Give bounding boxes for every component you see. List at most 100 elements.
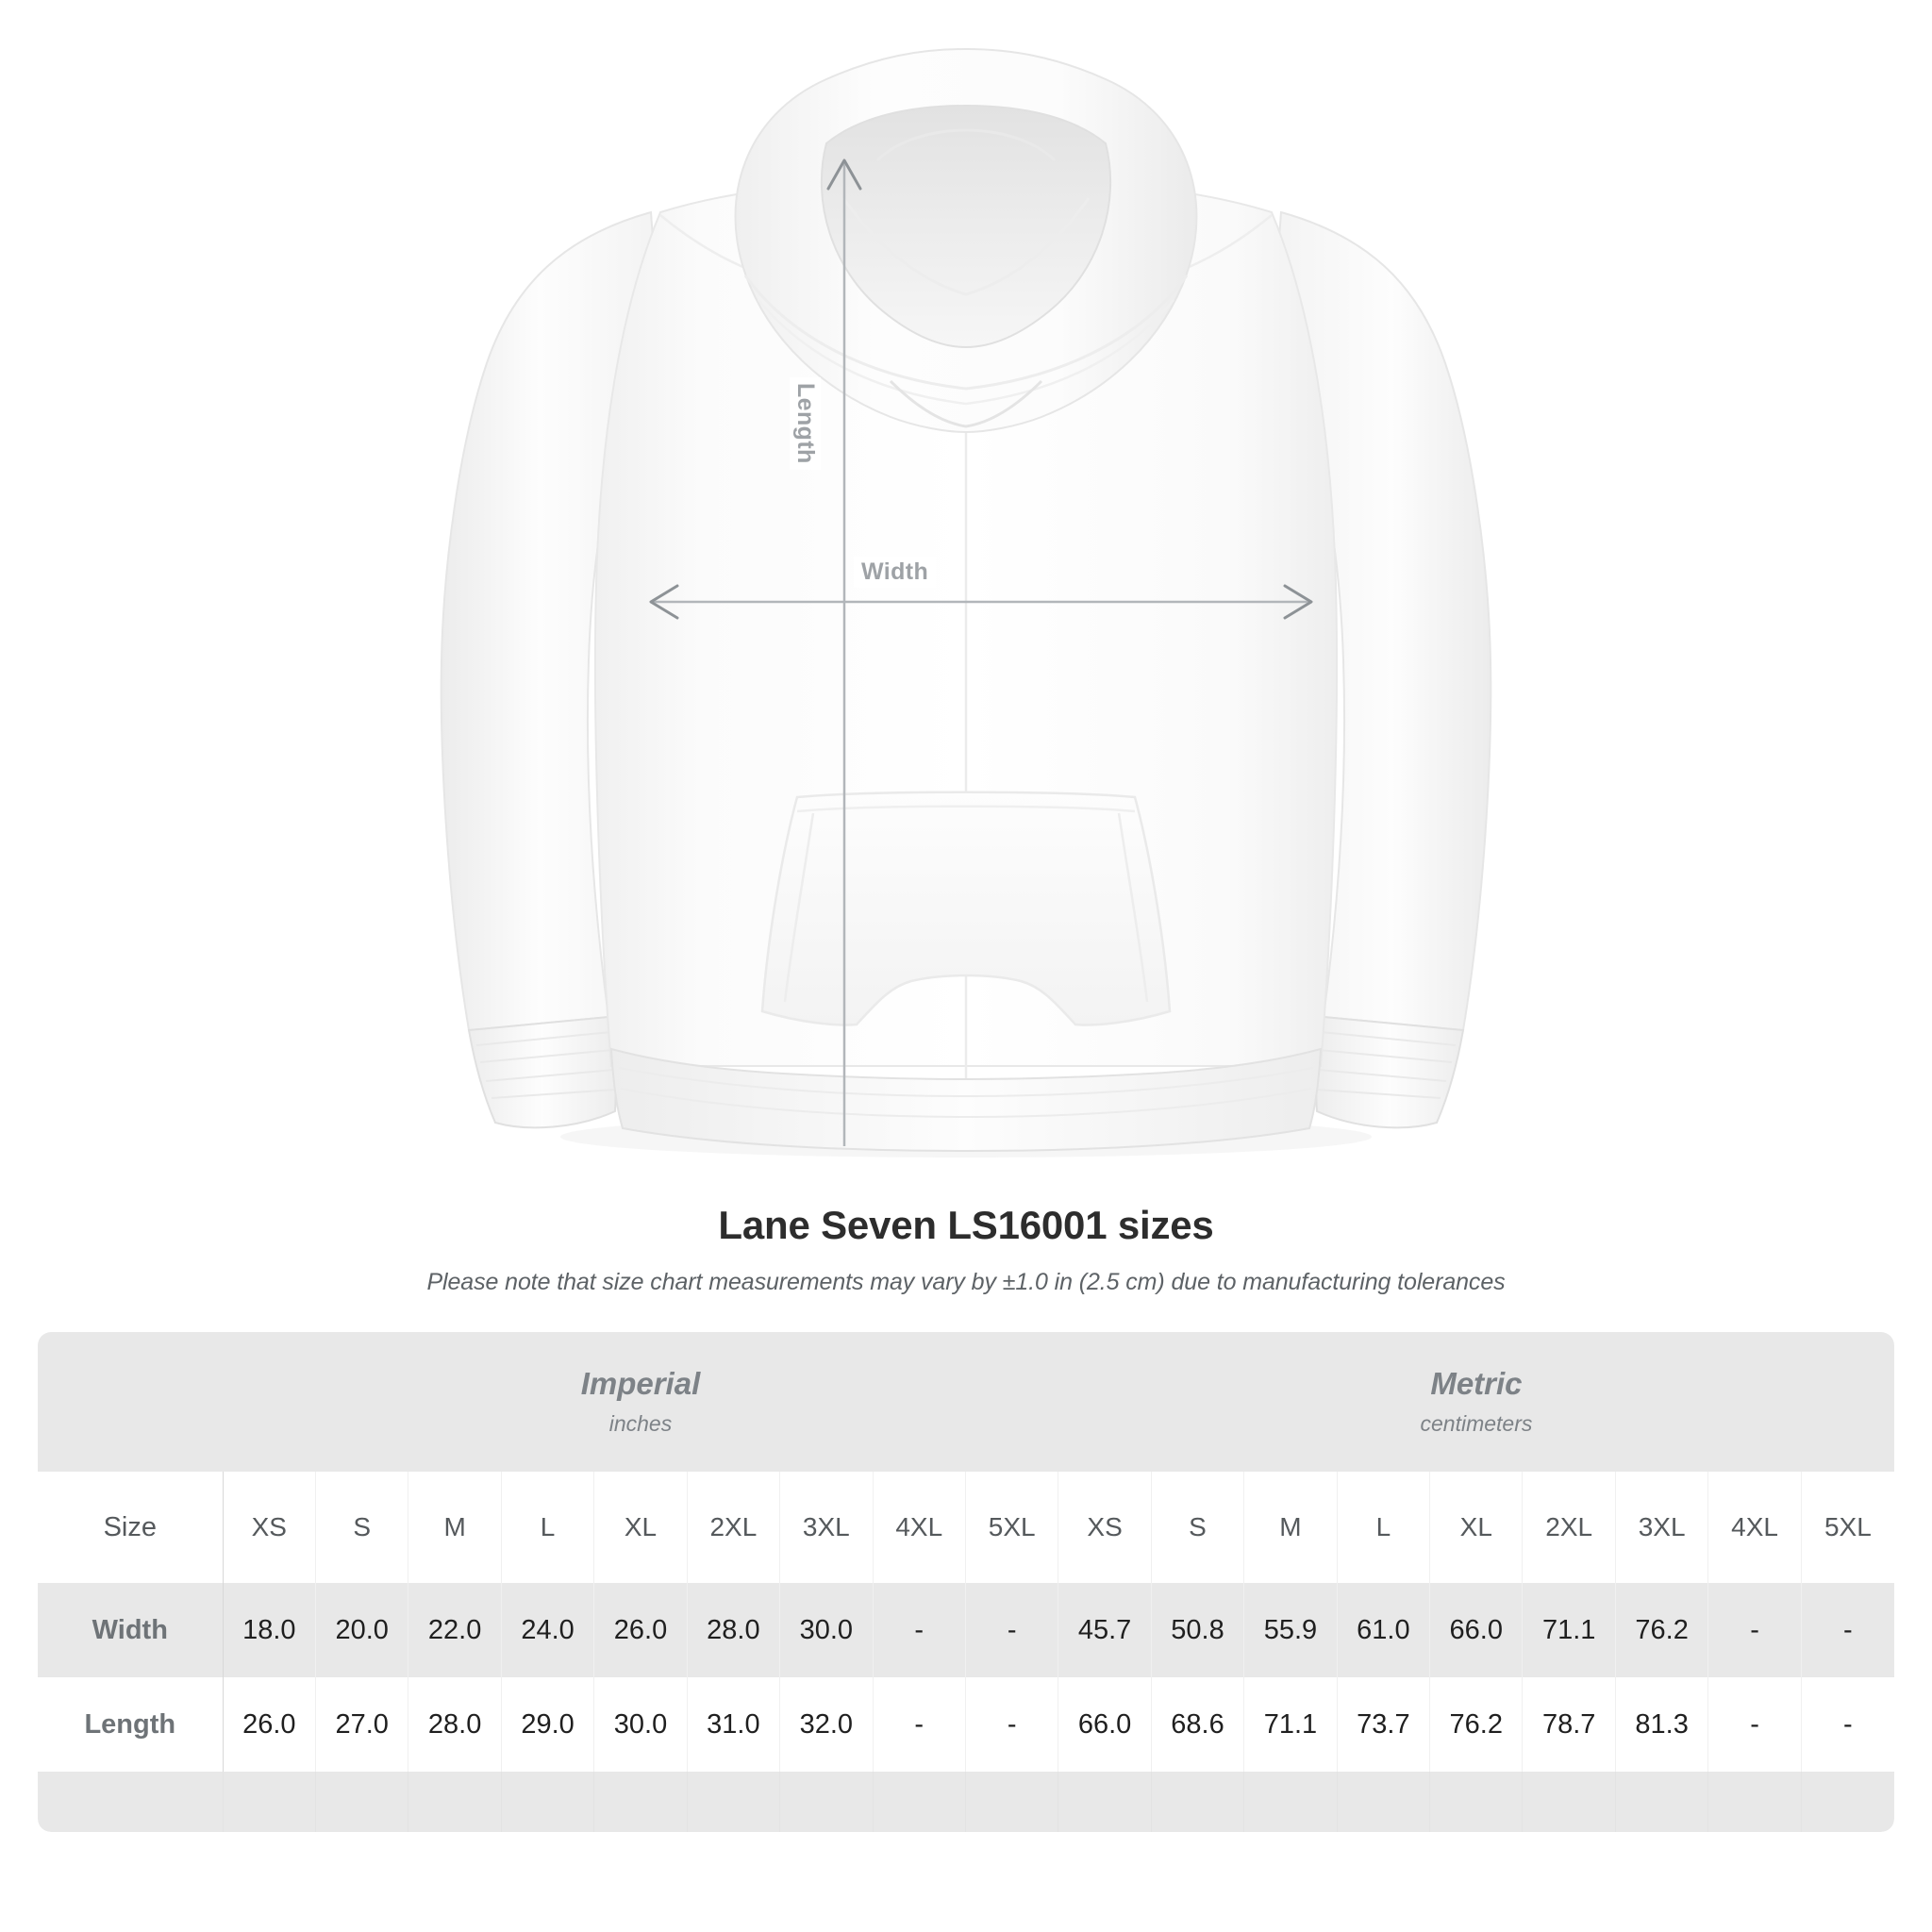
size-table-container: Imperial inches Metric centimeters Size … bbox=[38, 1332, 1894, 1832]
hoodie-drawing bbox=[440, 47, 1492, 1153]
width-metric-2xl: 71.1 bbox=[1522, 1583, 1616, 1677]
width-imperial-xl: 26.0 bbox=[593, 1583, 688, 1677]
width-metric-l: 61.0 bbox=[1337, 1583, 1431, 1677]
unit-group-imperial-sub: inches bbox=[608, 1410, 673, 1436]
length-arrowhead bbox=[826, 158, 862, 191]
footer-cell-4 bbox=[501, 1772, 595, 1832]
row-label-width: Width bbox=[38, 1583, 224, 1677]
length-metric-xs: 66.0 bbox=[1058, 1677, 1152, 1772]
length-imperial-3xl: 32.0 bbox=[779, 1677, 874, 1772]
length-imperial-xs: 26.0 bbox=[222, 1677, 317, 1772]
width-metric-s: 50.8 bbox=[1151, 1583, 1245, 1677]
footer-cell-7 bbox=[779, 1772, 874, 1832]
garment-illustration: Width Length bbox=[440, 47, 1492, 1153]
size-header-metric-m: M bbox=[1243, 1472, 1338, 1583]
size-header-metric-2xl: 2XL bbox=[1522, 1472, 1616, 1583]
table-footer-row bbox=[38, 1772, 1894, 1832]
width-metric-3xl: 76.2 bbox=[1615, 1583, 1709, 1677]
width-imperial-s: 20.0 bbox=[315, 1583, 409, 1677]
neck-vee bbox=[889, 379, 1043, 428]
size-header-imperial-xl: XL bbox=[593, 1472, 688, 1583]
left-sleeve bbox=[440, 210, 662, 1032]
length-metric-5xl: - bbox=[1801, 1677, 1894, 1772]
footer-cell-5 bbox=[593, 1772, 688, 1832]
size-header-imperial-4xl: 4XL bbox=[873, 1472, 966, 1583]
length-metric-4xl: - bbox=[1707, 1677, 1802, 1772]
size-header-metric-4xl: 4XL bbox=[1707, 1472, 1802, 1583]
left-cuff-ribbing bbox=[475, 1031, 616, 1099]
unit-group-imperial: Imperial inches bbox=[223, 1332, 1058, 1472]
width-imperial-m: 22.0 bbox=[408, 1583, 502, 1677]
footer-cell-18 bbox=[1801, 1772, 1894, 1832]
hood-hem-inner bbox=[758, 299, 1174, 406]
length-imperial-m: 28.0 bbox=[408, 1677, 502, 1772]
footer-cell-13 bbox=[1337, 1772, 1431, 1832]
length-imperial-2xl: 31.0 bbox=[687, 1677, 781, 1772]
length-metric-2xl: 78.7 bbox=[1522, 1677, 1616, 1772]
width-imperial-2xl: 28.0 bbox=[687, 1583, 781, 1677]
footer-cell-2 bbox=[315, 1772, 409, 1832]
width-imperial-xs: 18.0 bbox=[222, 1583, 317, 1677]
width-measure-guide bbox=[649, 584, 1313, 620]
size-header-label: Size bbox=[38, 1472, 224, 1583]
title-block: Lane Seven LS16001 sizes Please note tha… bbox=[0, 1203, 1932, 1296]
unit-spacer-cell bbox=[38, 1332, 224, 1472]
width-metric-xl: 66.0 bbox=[1429, 1583, 1524, 1677]
unit-group-metric-name: Metric bbox=[1430, 1366, 1523, 1402]
table-row-width: Width 18.0 20.0 22.0 24.0 26.0 28.0 30.0… bbox=[38, 1583, 1894, 1677]
pocket-top-stitch bbox=[796, 805, 1136, 813]
width-arrowhead-left bbox=[649, 584, 679, 620]
size-header-row: Size XS S M L XL 2XL 3XL 4XL 5XL XS S M … bbox=[38, 1472, 1894, 1583]
right-sleeve bbox=[1270, 210, 1492, 1032]
width-measure-label: Width bbox=[854, 557, 937, 588]
footer-cell-6 bbox=[687, 1772, 781, 1832]
length-imperial-4xl: - bbox=[873, 1677, 966, 1772]
footer-cell-3 bbox=[408, 1772, 502, 1832]
length-metric-l: 73.7 bbox=[1337, 1677, 1431, 1772]
size-header-imperial-l: L bbox=[501, 1472, 595, 1583]
hood-fold-lower bbox=[841, 197, 1091, 296]
footer-cell-10 bbox=[1058, 1772, 1152, 1832]
size-header-imperial-s: S bbox=[315, 1472, 409, 1583]
length-imperial-l: 29.0 bbox=[501, 1677, 595, 1772]
size-header-imperial-3xl: 3XL bbox=[779, 1472, 874, 1583]
footer-cell-15 bbox=[1522, 1772, 1616, 1832]
width-arrowhead-right bbox=[1283, 584, 1313, 620]
width-metric-xs: 45.7 bbox=[1058, 1583, 1152, 1677]
footer-cell-12 bbox=[1243, 1772, 1338, 1832]
page-title: Lane Seven LS16001 sizes bbox=[718, 1203, 1214, 1247]
size-table: Imperial inches Metric centimeters Size … bbox=[38, 1332, 1894, 1832]
kangaroo-pocket bbox=[760, 791, 1172, 1026]
unit-group-row: Imperial inches Metric centimeters bbox=[38, 1332, 1894, 1472]
bottom-hem-ribbing bbox=[609, 1047, 1323, 1153]
length-metric-3xl: 81.3 bbox=[1615, 1677, 1709, 1772]
footer-cell-8 bbox=[873, 1772, 966, 1832]
size-header-metric-xs: XS bbox=[1058, 1472, 1152, 1583]
size-header-metric-s: S bbox=[1151, 1472, 1245, 1583]
length-imperial-s: 27.0 bbox=[315, 1677, 409, 1772]
row-label-length: Length bbox=[38, 1677, 224, 1772]
length-metric-xl: 76.2 bbox=[1429, 1677, 1524, 1772]
size-header-metric-3xl: 3XL bbox=[1615, 1472, 1709, 1583]
footer-cell-14 bbox=[1429, 1772, 1524, 1832]
size-header-metric-5xl: 5XL bbox=[1801, 1472, 1894, 1583]
width-metric-5xl: - bbox=[1801, 1583, 1894, 1677]
width-metric-m: 55.9 bbox=[1243, 1583, 1338, 1677]
size-header-imperial-m: M bbox=[408, 1472, 502, 1583]
footer-cell-1 bbox=[222, 1772, 317, 1832]
length-metric-s: 68.6 bbox=[1151, 1677, 1245, 1772]
pocket-right-opening bbox=[1117, 812, 1149, 1003]
width-metric-4xl: - bbox=[1707, 1583, 1802, 1677]
footer-cell-17 bbox=[1707, 1772, 1802, 1832]
unit-group-metric-sub: centimeters bbox=[1420, 1410, 1533, 1436]
hood-hem bbox=[743, 275, 1189, 391]
length-measure-label: Length bbox=[790, 377, 821, 470]
pocket-left-opening bbox=[783, 812, 815, 1003]
size-header-imperial-2xl: 2XL bbox=[687, 1472, 781, 1583]
size-header-metric-l: L bbox=[1337, 1472, 1431, 1583]
size-header-imperial-xs: XS bbox=[222, 1472, 317, 1583]
size-header-imperial-5xl: 5XL bbox=[965, 1472, 1059, 1583]
length-metric-m: 71.1 bbox=[1243, 1677, 1338, 1772]
unit-group-imperial-name: Imperial bbox=[580, 1366, 701, 1402]
